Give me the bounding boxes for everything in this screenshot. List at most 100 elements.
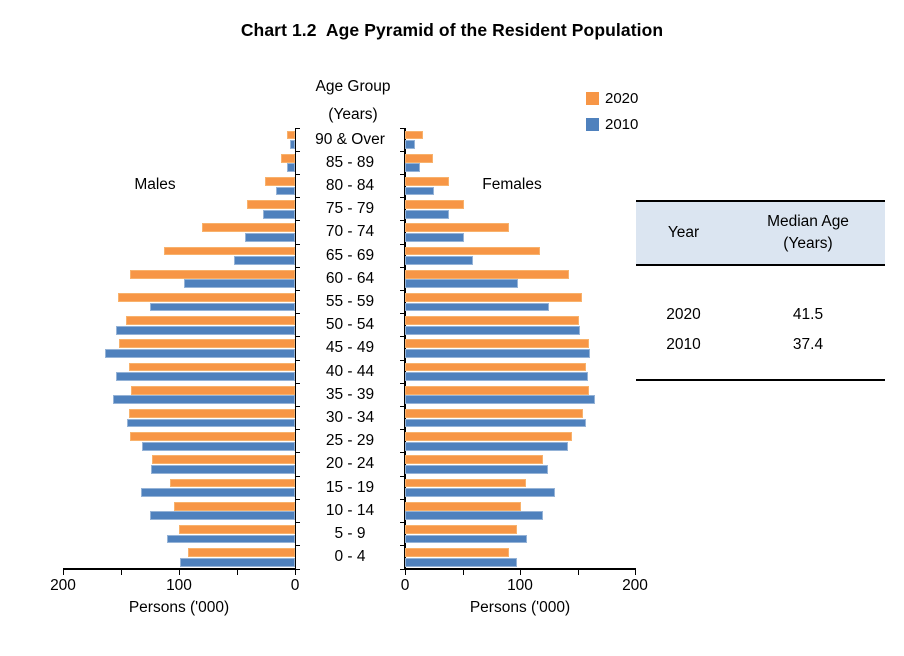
bar-males-2020 [286, 130, 295, 140]
bar-males-2010 [233, 256, 295, 265]
bar-males-2010 [286, 163, 295, 173]
bar-females-2020 [405, 339, 589, 349]
right-spine-tick [400, 382, 404, 384]
left-x-axis-tick [295, 569, 296, 575]
right-spine-tick [400, 150, 404, 152]
left-spine-tick [296, 406, 300, 408]
bar-females-2010 [405, 395, 595, 405]
left-spine-tick [296, 359, 300, 361]
table-header-median-age-line2: (Years) [783, 235, 833, 252]
age-group-label: 75 - 79 [325, 200, 375, 218]
bar-females-2020 [405, 176, 449, 186]
left-spine-tick [296, 498, 300, 500]
left-spine-tick [296, 197, 300, 199]
bar-females-2010 [405, 186, 434, 196]
table-row: 2010 37.4 [636, 330, 885, 360]
left-x-axis-tick [63, 569, 64, 575]
bar-males-2010 [112, 395, 295, 405]
table-row: 2020 41.5 [636, 300, 885, 330]
right-spine-tick [400, 545, 404, 547]
left-spine-tick [296, 568, 300, 570]
bar-males-2020 [118, 339, 295, 349]
bar-males-2010 [141, 441, 295, 451]
left-spine-tick [296, 289, 300, 291]
bar-females-2010 [405, 372, 588, 381]
bar-males-2020 [130, 269, 295, 279]
bar-males-2020 [129, 409, 295, 418]
bar-males-2020 [247, 200, 295, 209]
bar-males-2020 [188, 548, 295, 558]
age-group-label: 25 - 29 [325, 432, 375, 450]
left-x-tick-label: 100 [166, 577, 192, 594]
bar-females-2020 [405, 292, 583, 302]
legend-label-2020: 2020 [605, 89, 639, 107]
age-group-label: 35 - 39 [325, 385, 375, 403]
right-spine-tick [400, 568, 404, 570]
bar-females-2020 [405, 153, 433, 163]
left-spine-tick [296, 266, 300, 268]
bar-females-2020 [405, 409, 584, 418]
right-spine-tick [400, 475, 404, 477]
age-group-label: 65 - 69 [325, 246, 375, 264]
bar-females-2020 [405, 385, 589, 395]
age-group-label: 10 - 14 [325, 501, 375, 519]
age-group-label: 0 - 4 [334, 548, 366, 566]
left-spine-tick [296, 243, 300, 245]
age-group-label: 90 & Over [315, 130, 385, 148]
bar-males-2010 [140, 488, 295, 498]
bar-males-2020 [163, 246, 295, 256]
bar-females-2010 [405, 511, 543, 521]
left-spine-tick [296, 452, 300, 454]
bar-females-2010 [405, 557, 517, 567]
right-spine-tick [400, 197, 404, 199]
bar-males-2010 [104, 348, 295, 358]
bar-males-2020 [130, 432, 295, 442]
bar-males-2020 [152, 455, 295, 465]
median-age-table: Year Median Age (Years) 2020 41.5 2010 3… [636, 200, 885, 381]
bar-females-2010 [405, 418, 586, 428]
bar-males-2020 [131, 385, 295, 395]
bar-females-2010 [405, 232, 464, 242]
age-group-label: 30 - 34 [325, 409, 375, 427]
right-x-tick-label: 100 [507, 577, 533, 594]
left-spine-tick [296, 382, 300, 384]
chart-title: Chart 1.2 Age Pyramid of the Resident Po… [240, 20, 664, 40]
bar-females-2010 [405, 488, 555, 498]
bar-males-2020 [264, 176, 295, 186]
left-spine-tick [296, 475, 300, 477]
age-group-label: 60 - 64 [325, 269, 375, 287]
bar-males-2020 [169, 478, 295, 488]
left-plot-spine [294, 127, 296, 569]
right-spine-tick [400, 127, 404, 129]
bar-males-2010 [116, 325, 295, 335]
bar-females-2020 [405, 478, 526, 488]
age-group-label: 20 - 24 [325, 455, 375, 473]
bar-males-2020 [179, 525, 295, 534]
right-x-axis-tick [405, 569, 406, 575]
bar-males-2020 [174, 501, 295, 511]
table-header-row: Year Median Age (Years) [636, 200, 885, 266]
right-x-axis [404, 568, 636, 570]
right-spine-tick [400, 429, 404, 431]
bar-males-2010 [116, 372, 295, 381]
bar-females-2020 [405, 525, 517, 534]
age-group-label: 55 - 59 [325, 292, 375, 310]
bar-females-2020 [405, 130, 424, 140]
bar-males-2010 [262, 209, 295, 219]
legend-label-2010: 2010 [605, 115, 639, 133]
right-spine-tick [400, 173, 404, 175]
age-group-label: 70 - 74 [325, 223, 375, 241]
age-group-label: 45 - 49 [325, 339, 375, 357]
left-spine-tick [296, 173, 300, 175]
bar-females-2020 [405, 501, 522, 511]
bar-females-2010 [405, 302, 549, 312]
left-spine-tick [296, 127, 300, 129]
table-header-median-age: Median Age (Years) [731, 211, 885, 255]
table-header-year: Year [667, 224, 700, 241]
age-group-label: 5 - 9 [334, 525, 366, 543]
legend-item-2020: 2020 [586, 85, 638, 111]
table-body: 2020 41.5 2010 37.4 [636, 266, 885, 381]
bar-females-2020 [405, 200, 464, 209]
left-x-tick-label: 0 [290, 577, 300, 594]
bar-males-2010 [276, 186, 295, 196]
